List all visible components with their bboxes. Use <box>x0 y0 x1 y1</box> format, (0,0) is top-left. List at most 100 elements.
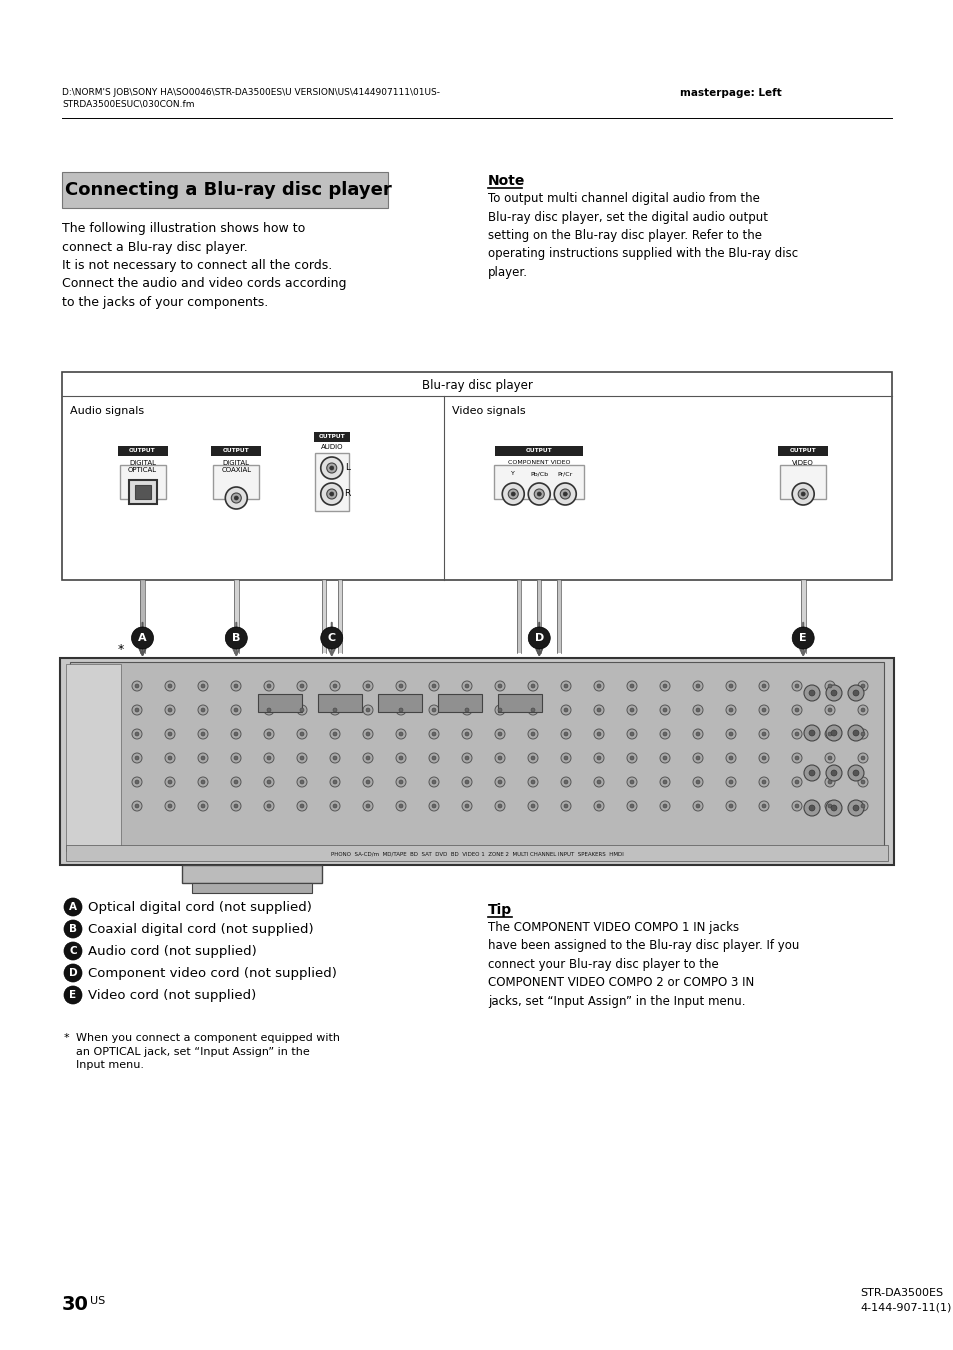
Circle shape <box>759 778 768 787</box>
Circle shape <box>233 780 237 784</box>
Circle shape <box>824 801 834 811</box>
Circle shape <box>366 732 370 736</box>
Circle shape <box>432 707 436 711</box>
Circle shape <box>497 732 501 736</box>
Circle shape <box>594 705 603 716</box>
Circle shape <box>803 725 820 741</box>
Circle shape <box>132 729 142 738</box>
Circle shape <box>363 801 373 811</box>
Bar <box>66 845 887 861</box>
Circle shape <box>461 801 472 811</box>
Text: E: E <box>70 990 76 1000</box>
Circle shape <box>464 732 469 736</box>
Text: L: L <box>345 463 350 472</box>
Circle shape <box>165 778 174 787</box>
Text: Audio signals: Audio signals <box>70 406 144 416</box>
Circle shape <box>662 780 666 784</box>
Circle shape <box>825 765 841 782</box>
Text: OUTPUT: OUTPUT <box>129 448 155 454</box>
Circle shape <box>847 765 863 782</box>
Circle shape <box>728 805 732 809</box>
Circle shape <box>728 684 732 688</box>
Circle shape <box>824 680 834 691</box>
Circle shape <box>527 705 537 716</box>
Circle shape <box>264 801 274 811</box>
Circle shape <box>696 732 700 736</box>
Bar <box>129 481 156 504</box>
Circle shape <box>629 732 634 736</box>
Circle shape <box>629 684 634 688</box>
Circle shape <box>662 756 666 760</box>
Circle shape <box>827 707 831 711</box>
Circle shape <box>464 805 469 809</box>
Text: DIGITAL
OPTICAL: DIGITAL OPTICAL <box>128 460 157 472</box>
Circle shape <box>728 707 732 711</box>
Bar <box>314 432 350 441</box>
Bar <box>517 580 520 653</box>
Text: masterpage: Left: masterpage: Left <box>679 88 781 99</box>
Text: C: C <box>70 946 77 956</box>
Circle shape <box>759 680 768 691</box>
Circle shape <box>165 753 174 763</box>
Circle shape <box>563 780 567 784</box>
Circle shape <box>629 805 634 809</box>
Circle shape <box>825 725 841 741</box>
Circle shape <box>64 986 82 1004</box>
Circle shape <box>233 732 237 736</box>
Bar <box>257 694 302 711</box>
Text: E: E <box>799 633 806 643</box>
Text: OUTPUT: OUTPUT <box>223 448 250 454</box>
Text: The following illustration shows how to
connect a Blu-ray disc player.
It is not: The following illustration shows how to … <box>62 221 346 309</box>
Circle shape <box>330 778 339 787</box>
Circle shape <box>330 729 339 738</box>
Circle shape <box>597 707 600 711</box>
Circle shape <box>626 729 637 738</box>
Circle shape <box>398 732 402 736</box>
Bar <box>134 485 151 500</box>
Text: DIGITAL
COAXIAL: DIGITAL COAXIAL <box>221 460 251 472</box>
Text: B: B <box>69 923 77 934</box>
Circle shape <box>64 898 82 917</box>
Text: VIDEO: VIDEO <box>792 460 813 466</box>
Circle shape <box>395 778 406 787</box>
Circle shape <box>560 729 571 738</box>
Circle shape <box>794 756 799 760</box>
Circle shape <box>594 778 603 787</box>
Circle shape <box>692 753 702 763</box>
Circle shape <box>296 680 307 691</box>
Circle shape <box>432 732 436 736</box>
Circle shape <box>827 805 831 809</box>
Circle shape <box>497 780 501 784</box>
Circle shape <box>808 769 814 776</box>
Circle shape <box>847 684 863 701</box>
Circle shape <box>395 753 406 763</box>
Circle shape <box>299 732 304 736</box>
Text: OUTPUT: OUTPUT <box>318 435 345 440</box>
Text: COMPONENT VIDEO: COMPONENT VIDEO <box>507 460 570 464</box>
Circle shape <box>791 801 801 811</box>
Circle shape <box>857 729 867 738</box>
Circle shape <box>534 489 543 500</box>
Circle shape <box>861 732 864 736</box>
Circle shape <box>759 801 768 811</box>
Circle shape <box>264 680 274 691</box>
Circle shape <box>132 753 142 763</box>
Circle shape <box>64 964 82 981</box>
Circle shape <box>333 732 336 736</box>
Circle shape <box>231 801 241 811</box>
Circle shape <box>801 491 804 495</box>
Text: Video signals: Video signals <box>452 406 525 416</box>
Circle shape <box>626 680 637 691</box>
Circle shape <box>827 684 831 688</box>
Circle shape <box>231 778 241 787</box>
Circle shape <box>662 707 666 711</box>
Circle shape <box>662 684 666 688</box>
Circle shape <box>495 729 504 738</box>
Circle shape <box>366 684 370 688</box>
Circle shape <box>225 626 247 649</box>
Text: Tip: Tip <box>488 903 512 917</box>
Circle shape <box>495 705 504 716</box>
Circle shape <box>432 780 436 784</box>
Circle shape <box>852 769 858 776</box>
Circle shape <box>824 753 834 763</box>
